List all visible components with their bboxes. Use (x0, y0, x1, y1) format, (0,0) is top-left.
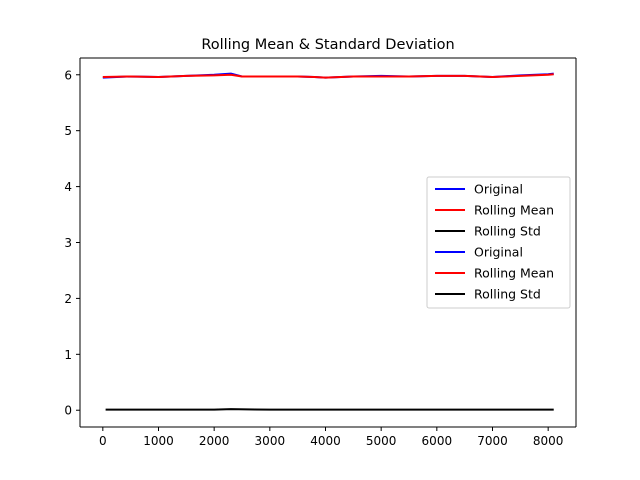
x-tick-label: 8000 (533, 434, 564, 448)
legend-label: Rolling Mean (474, 203, 554, 218)
y-tick-label: 6 (64, 68, 72, 82)
x-tick-label: 2000 (199, 434, 230, 448)
axes-layer: 0 1000 2000 3000 4000 5000 6000 7000 8000 0 1 2 3 4 5 6 (64, 57, 577, 448)
x-tick-label: 6000 (422, 434, 453, 448)
legend-label: Original (474, 182, 523, 197)
y-tick-label: 5 (64, 124, 72, 138)
x-tick-label: 0 (99, 434, 107, 448)
x-tick-label: 5000 (366, 434, 397, 448)
legend-label: Rolling Std (474, 224, 541, 239)
y-tick-label: 3 (64, 236, 72, 250)
series-layer (102, 72, 554, 411)
series-line-2 (105, 408, 554, 411)
y-tick-label: 2 (64, 292, 72, 306)
legend-label: Rolling Mean (474, 266, 554, 281)
x-tick-label: 4000 (310, 434, 341, 448)
chart-title: Rolling Mean & Standard Deviation (201, 37, 454, 53)
legend-label: Original (474, 245, 523, 260)
y-tick-label: 4 (64, 180, 72, 194)
series-line-1 (102, 73, 554, 79)
legend-label: Rolling Std (474, 287, 541, 302)
legend: Original Rolling Mean Rolling Std Original R… (426, 176, 571, 309)
y-tick-label: 0 (64, 404, 72, 418)
x-tick-label: 1000 (143, 434, 174, 448)
x-tick-label: 3000 (255, 434, 286, 448)
y-tick-label: 1 (64, 348, 72, 362)
x-tick-label: 7000 (477, 434, 508, 448)
